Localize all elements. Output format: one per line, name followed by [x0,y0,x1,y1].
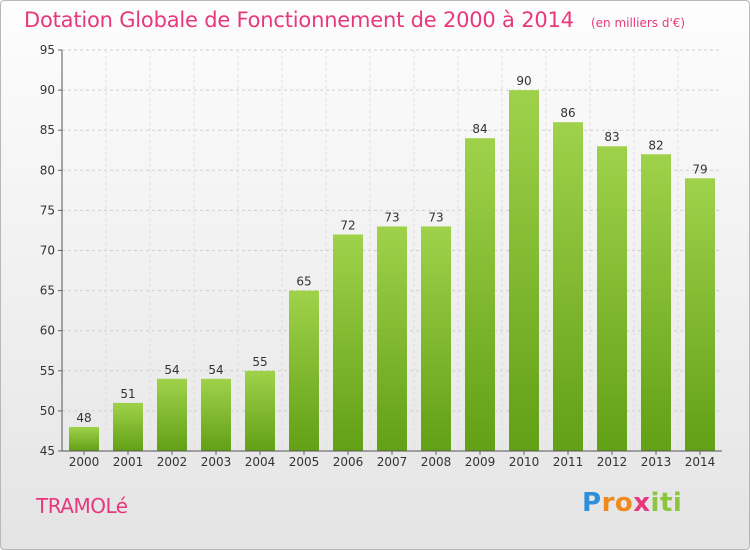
bar [641,154,671,451]
bar [377,226,407,451]
x-tick-label: 2008 [421,455,452,469]
y-tick-label: 45 [40,444,55,458]
bar [597,146,627,452]
x-tick-label: 2001 [113,455,144,469]
logo-letter: i [672,488,683,518]
proxiti-logo: Proxiti [582,488,682,518]
y-tick-label: 65 [40,284,55,298]
logo-letter: i [650,488,660,518]
bar [553,122,583,452]
data-label: 55 [252,355,267,369]
commune-name: TRAMOLé [36,494,128,518]
x-tick-label: 2006 [333,455,364,469]
y-tick-label: 50 [40,404,55,418]
bar [289,290,319,451]
data-label: 79 [692,162,707,176]
y-tick-label: 75 [40,203,55,217]
data-label: 48 [76,411,91,425]
bar [157,378,187,451]
data-label: 86 [560,106,575,120]
data-label: 65 [296,275,311,289]
data-label: 90 [516,74,531,88]
x-tick-label: 2000 [69,455,100,469]
data-label: 54 [208,363,223,377]
y-tick-label: 60 [40,324,55,338]
x-tick-label: 2004 [245,455,276,469]
data-label: 72 [340,218,355,232]
data-label: 51 [120,387,135,401]
axes [58,49,722,455]
x-tick-label: 2011 [553,455,584,469]
bars [69,90,715,452]
data-label: 73 [428,210,443,224]
data-label: 54 [164,363,179,377]
bar [201,378,231,451]
labels: 45 50 55 60 65 70 75 80 85 90 95 48 2000 51 2001 54 2002… [40,43,716,469]
y-tick-label: 90 [40,83,55,97]
x-tick-label: 2014 [685,455,716,469]
x-tick-label: 2012 [597,455,628,469]
bar [685,178,715,451]
y-tick-label: 55 [40,364,55,378]
data-label: 82 [648,138,663,152]
bar [421,226,451,451]
logo-letter: P [582,488,602,518]
bar [113,402,143,451]
x-tick-label: 2002 [157,455,188,469]
bar [245,370,275,451]
bar [69,426,99,451]
x-tick-label: 2013 [641,455,672,469]
y-tick-label: 70 [40,244,55,258]
y-tick-label: 95 [40,43,55,57]
x-tick-label: 2003 [201,455,232,469]
y-tick-label: 80 [40,163,55,177]
x-tick-label: 2009 [465,455,496,469]
logo-letter: x [633,488,651,518]
x-tick-label: 2010 [509,455,540,469]
data-label: 84 [472,122,487,136]
logo-letter: o [614,488,634,518]
chart-title: Dotation Globale de Fonctionnement de 20… [24,8,574,32]
y-tick-label: 85 [40,123,55,137]
logo-letter: t [659,488,673,518]
bar [465,138,495,451]
chart-title-row: Dotation Globale de Fonctionnement de 20… [24,8,685,32]
data-label: 73 [384,210,399,224]
x-tick-label: 2007 [377,455,408,469]
bar [509,90,539,451]
bar [333,234,363,451]
logo-letter: r [601,488,615,518]
data-label: 83 [604,130,619,144]
unit-note: (en milliers d'€) [590,16,686,30]
x-tick-label: 2005 [289,455,320,469]
